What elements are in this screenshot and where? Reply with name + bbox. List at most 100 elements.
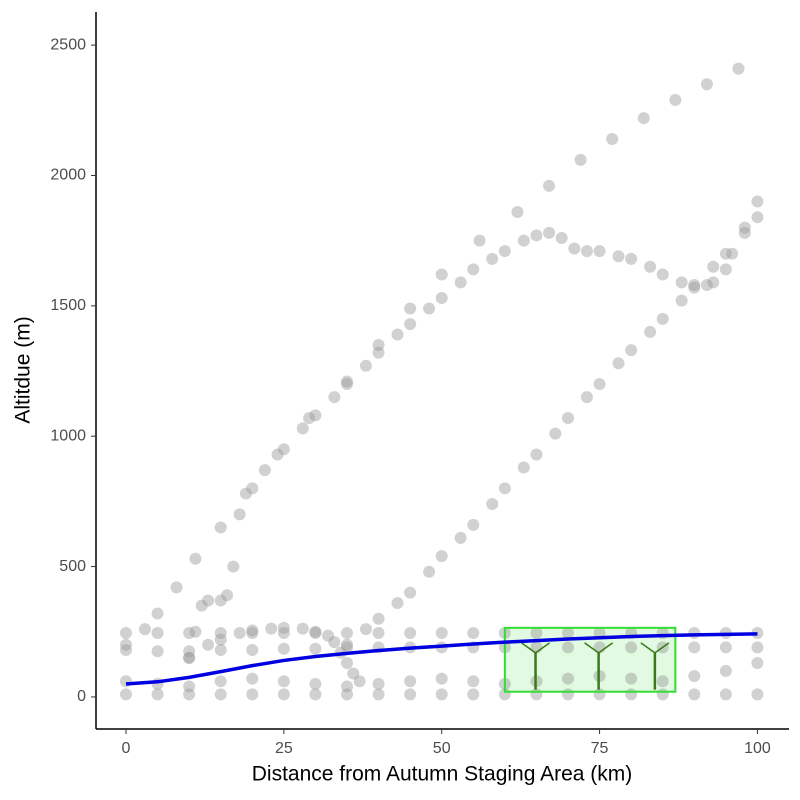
data-point: [511, 205, 524, 218]
data-point: [151, 607, 164, 620]
data-point: [309, 677, 322, 690]
data-point: [277, 688, 290, 701]
data-point: [517, 234, 530, 247]
data-point: [372, 677, 385, 690]
data-point: [309, 688, 322, 701]
data-point: [593, 378, 606, 391]
data-point: [656, 675, 669, 688]
data-point: [435, 268, 448, 281]
data-point: [322, 629, 335, 642]
data-point: [719, 247, 732, 260]
data-point: [561, 672, 574, 685]
data-point: [340, 638, 353, 651]
data-point: [561, 688, 574, 701]
data-point: [435, 627, 448, 640]
data-point: [340, 641, 353, 654]
data-point: [189, 625, 202, 638]
data-point: [183, 688, 196, 701]
data-point: [246, 688, 259, 701]
data-point: [486, 497, 499, 510]
data-point: [719, 664, 732, 677]
data-point: [656, 688, 669, 701]
data-point: [700, 278, 713, 291]
data-point: [549, 427, 562, 440]
data-point: [688, 278, 701, 291]
data-point: [561, 411, 574, 424]
data-point: [404, 675, 417, 688]
data-point: [751, 657, 764, 670]
turbine-blade: [584, 642, 600, 654]
data-point: [151, 627, 164, 640]
data-point: [271, 448, 284, 461]
data-point: [151, 688, 164, 701]
data-point: [372, 612, 385, 625]
data-point: [751, 641, 764, 654]
data-point: [183, 651, 196, 664]
data-point: [246, 482, 259, 495]
data-point: [404, 688, 417, 701]
data-point: [183, 651, 196, 664]
data-point: [593, 245, 606, 258]
data-point: [738, 226, 751, 239]
data-point: [119, 675, 132, 688]
data-point: [151, 645, 164, 658]
turbine-icon: [521, 642, 550, 690]
data-point: [119, 688, 132, 701]
data-point: [202, 638, 215, 651]
data-point: [359, 359, 372, 372]
turbine-icon: [584, 642, 614, 690]
data-point: [530, 229, 543, 242]
data-point: [675, 276, 688, 289]
data-point: [435, 688, 448, 701]
data-point: [214, 521, 227, 534]
y-axis-title: Altitdue (m): [12, 316, 35, 423]
data-point: [372, 346, 385, 359]
data-point: [751, 688, 764, 701]
data-point: [214, 633, 227, 646]
data-point: [227, 560, 240, 573]
points: [119, 62, 764, 701]
data-point: [233, 627, 246, 640]
y-tick-label: 0: [77, 688, 86, 705]
data-point: [568, 242, 581, 255]
turbine-blade: [598, 642, 614, 654]
data-point: [309, 625, 322, 638]
data-point: [751, 211, 764, 224]
data-point: [233, 508, 246, 521]
trend-line: [125, 632, 758, 686]
data-point: [486, 252, 499, 265]
data-point: [555, 232, 568, 245]
turbine-blade: [640, 642, 656, 654]
x-axis-title: Distance from Autumn Staging Area (km): [252, 763, 633, 786]
data-point: [246, 627, 259, 640]
data-point: [467, 675, 480, 688]
data-point: [309, 627, 322, 640]
data-point: [688, 688, 701, 701]
data-point: [473, 234, 486, 247]
data-point: [170, 581, 183, 594]
data-point: [498, 482, 511, 495]
y-tick-label: 1500: [50, 297, 86, 314]
x-tick-label: 25: [275, 740, 293, 757]
data-point: [423, 302, 436, 315]
data-point: [183, 680, 196, 693]
data-point: [625, 672, 638, 685]
data-point: [644, 260, 657, 273]
y-tick-label: 2000: [50, 167, 86, 184]
turbine-icon: [640, 642, 670, 690]
y-tick-label: 2500: [50, 36, 86, 53]
y-tick-label: 500: [59, 558, 86, 575]
data-point: [688, 641, 701, 654]
data-point: [700, 78, 713, 91]
data-point: [688, 281, 701, 294]
data-point: [214, 594, 227, 607]
data-point: [277, 443, 290, 456]
data-point: [517, 461, 530, 474]
data-point: [625, 252, 638, 265]
turbine-blade: [654, 642, 670, 654]
data-point: [637, 112, 650, 125]
data-point: [467, 688, 480, 701]
data-point: [656, 268, 669, 281]
data-point: [359, 623, 372, 636]
